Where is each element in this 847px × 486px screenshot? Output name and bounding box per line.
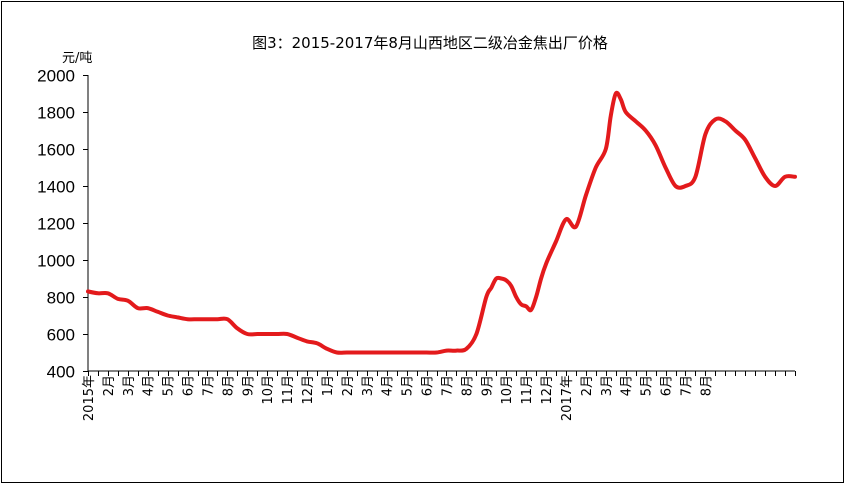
- y-tick-label: 600: [47, 326, 75, 345]
- y-tick-label: 2000: [37, 67, 75, 86]
- x-tick-label: 2月: [341, 375, 356, 396]
- x-axis: 2015年 2月 3月 4月 5月 6月 7月 8月 9月 10月 11月 12月 1月 2月 3月 4月 5月…: [82, 370, 796, 421]
- x-tick-label: 6月: [421, 375, 436, 396]
- x-tick-label: 4月: [620, 375, 635, 396]
- x-tick-label: 12月: [540, 375, 555, 405]
- x-tick-label: 4月: [381, 375, 396, 396]
- y-tick-label: 1800: [37, 104, 75, 123]
- x-tick-label: 11月: [520, 375, 535, 405]
- x-tick-label: 8月: [460, 375, 475, 396]
- x-tick-label: 10月: [500, 375, 515, 405]
- x-tick-label: 7月: [440, 375, 455, 396]
- y-tick-label: 1000: [37, 252, 75, 271]
- x-tick-label: 2月: [580, 375, 595, 396]
- y-tick-label: 400: [47, 363, 75, 382]
- y-axis-unit-label: 元/吨: [62, 51, 92, 66]
- x-tick-label: 10月: [261, 375, 276, 405]
- x-tick-label: 3月: [361, 375, 376, 396]
- x-tick-label: 6月: [660, 375, 675, 396]
- x-tick-label: 8月: [699, 375, 714, 396]
- x-tick-label: 5月: [640, 375, 655, 396]
- y-axis: 400 600 800 1000 1200 1400 1600 1800 2000: [37, 67, 89, 382]
- y-tick-label: 1600: [37, 141, 75, 160]
- x-tick-label: 3月: [600, 375, 615, 396]
- x-tick-label: 9月: [480, 375, 495, 396]
- chart-title: 图3：2015-2017年8月山西地区二级冶金焦出厂价格: [252, 34, 608, 52]
- price-series-line: [86, 90, 797, 355]
- x-tick-label: 5月: [162, 375, 177, 396]
- x-tick-label: 6月: [182, 375, 197, 396]
- x-tick-label: 7月: [679, 375, 694, 396]
- x-tick-label: 5月: [401, 375, 416, 396]
- x-tick-label: 11月: [281, 375, 296, 405]
- x-tick-label: 4月: [142, 375, 157, 396]
- x-tick-label: 8月: [221, 375, 236, 396]
- y-tick-label: 1400: [37, 178, 75, 197]
- x-tick-label: 9月: [241, 375, 256, 396]
- x-tick-label: 3月: [122, 375, 137, 396]
- series-layer: [86, 90, 797, 355]
- x-tick-label: 7月: [201, 375, 216, 396]
- x-tick-label: 1月: [321, 375, 336, 396]
- y-tick-label: 800: [47, 289, 75, 308]
- y-tick-label: 1200: [37, 215, 75, 234]
- x-tick-label: 2月: [102, 375, 117, 396]
- x-tick-label: 2017年: [560, 375, 575, 421]
- x-tick-label: 2015年: [82, 375, 97, 421]
- x-tick-label: 12月: [301, 375, 316, 405]
